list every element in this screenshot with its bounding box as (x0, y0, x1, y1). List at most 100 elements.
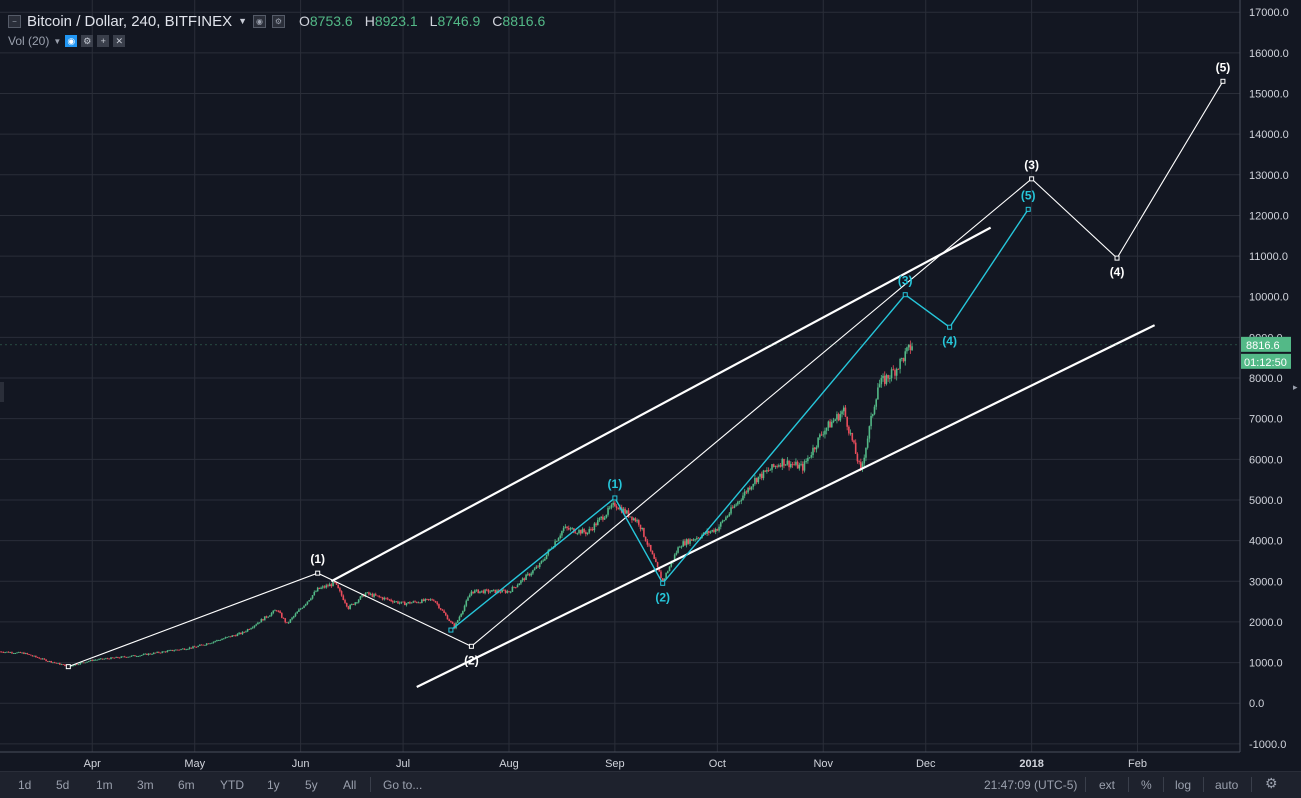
candle-body (561, 530, 563, 536)
candle-body (93, 659, 95, 661)
candle-body (407, 602, 410, 604)
candle-body (588, 529, 591, 533)
price-chart[interactable]: (1)(2)(3)(4)(5) (1)(2)(3)(4)(5) 17000.01… (0, 0, 1301, 771)
goto-date-button[interactable]: Go to... (383, 778, 423, 792)
candle-body (760, 473, 763, 479)
timeframe-1y[interactable]: 1y (267, 778, 280, 792)
ext-toggle[interactable]: ext (1099, 778, 1116, 792)
candle-body (403, 601, 406, 606)
y-tick-label: 2000.0 (1249, 617, 1283, 629)
settings-icon[interactable]: ⚙ (272, 14, 285, 28)
candle-body (166, 650, 169, 653)
candle-body (515, 587, 517, 588)
candle-body (778, 465, 780, 467)
candle-body (292, 616, 295, 618)
candle-body (405, 603, 408, 606)
candle-body (678, 546, 681, 548)
chevron-down-icon[interactable]: ▼ (53, 36, 62, 46)
timeframe-5d[interactable]: 5d (56, 778, 70, 792)
candle-body (889, 378, 891, 380)
candle-body (402, 601, 404, 603)
candle-body (270, 613, 273, 616)
close-label: C (492, 13, 503, 29)
candle-body (6, 651, 8, 653)
symbol-title[interactable]: Bitcoin / Dollar, 240, BITFINEX (27, 12, 233, 30)
candle-body (757, 476, 760, 483)
candle-body (14, 653, 17, 654)
timeframe-1m[interactable]: 1m (96, 778, 113, 792)
candle-body (656, 562, 659, 568)
candle-body (325, 585, 328, 588)
wave-point (468, 643, 474, 649)
candle-body (612, 502, 614, 505)
timeframe-all[interactable]: All (343, 778, 357, 792)
gear-icon[interactable]: ⚙ (1265, 775, 1278, 791)
candle-body (205, 643, 208, 645)
wave-point (1220, 78, 1226, 84)
collapse-icon[interactable]: − (8, 14, 21, 28)
candle-body (144, 653, 146, 655)
candle-body (246, 629, 249, 632)
candle-body (911, 346, 913, 351)
candle-body (77, 664, 80, 666)
candle-body (446, 615, 449, 620)
candle-body (501, 589, 503, 593)
candle-body (111, 657, 114, 659)
timeframe-ytd[interactable]: YTD (220, 778, 244, 792)
clock-readout[interactable]: 21:47:09 (UTC-5) (984, 778, 1078, 792)
close-icon[interactable]: ✕ (113, 35, 126, 47)
candle-body (762, 470, 765, 479)
candle-body (303, 605, 305, 608)
candle-body (796, 461, 799, 469)
candle-body (103, 658, 105, 660)
candle-body (368, 592, 370, 595)
candle-body (528, 573, 531, 576)
candle-body (472, 591, 474, 594)
chevron-down-icon[interactable]: ▼ (238, 16, 247, 26)
candle-body (154, 652, 157, 654)
candle-body (538, 563, 541, 568)
candle-body (781, 458, 784, 467)
percent-toggle[interactable]: % (1141, 778, 1152, 792)
candle-body (424, 598, 427, 602)
timeframe-6m[interactable]: 6m (178, 778, 195, 792)
candle-body (718, 526, 720, 531)
candle-body (178, 649, 181, 651)
candle-body (661, 578, 664, 581)
timeframe-5y[interactable]: 5y (305, 778, 318, 792)
candle-body (233, 635, 235, 637)
candle-body (689, 539, 691, 544)
candle-body (663, 578, 666, 581)
auto-toggle[interactable]: auto (1215, 778, 1239, 792)
x-tick-label: Nov (813, 758, 833, 770)
candle-body (35, 655, 37, 658)
candle-body (105, 658, 107, 660)
candle-body (530, 573, 532, 576)
candle-body (776, 466, 778, 467)
candle-body (877, 387, 879, 400)
eye-icon[interactable]: ◉ (253, 14, 266, 28)
candle-body (47, 661, 49, 662)
candle-body (434, 601, 437, 603)
timeframe-3m[interactable]: 3m (137, 778, 154, 792)
elliott-wave-sub: (1) (2) (3) (4) (5) (448, 188, 1036, 633)
candle-body (269, 615, 271, 617)
eye-icon[interactable]: ◉ (65, 35, 78, 47)
settings-icon[interactable]: ⚙ (81, 35, 94, 47)
log-toggle[interactable]: log (1175, 778, 1192, 792)
candle-body (595, 523, 597, 526)
add-icon[interactable]: + (97, 35, 110, 47)
left-toolbar-handle[interactable] (0, 382, 4, 402)
candle-body (557, 538, 560, 542)
candle-body (60, 664, 63, 666)
candle-body (429, 599, 432, 601)
candle-body (359, 596, 362, 600)
timeframe-1d[interactable]: 1d (18, 778, 32, 792)
wave-label: (2) (464, 653, 479, 667)
candle-body (410, 602, 413, 604)
volume-label[interactable]: Vol (20) (8, 34, 50, 48)
close-value: 8816.6 (502, 13, 546, 29)
candle-body (885, 375, 888, 384)
candle-body (29, 654, 32, 656)
chevron-right-icon[interactable]: ▸ (1293, 382, 1298, 392)
